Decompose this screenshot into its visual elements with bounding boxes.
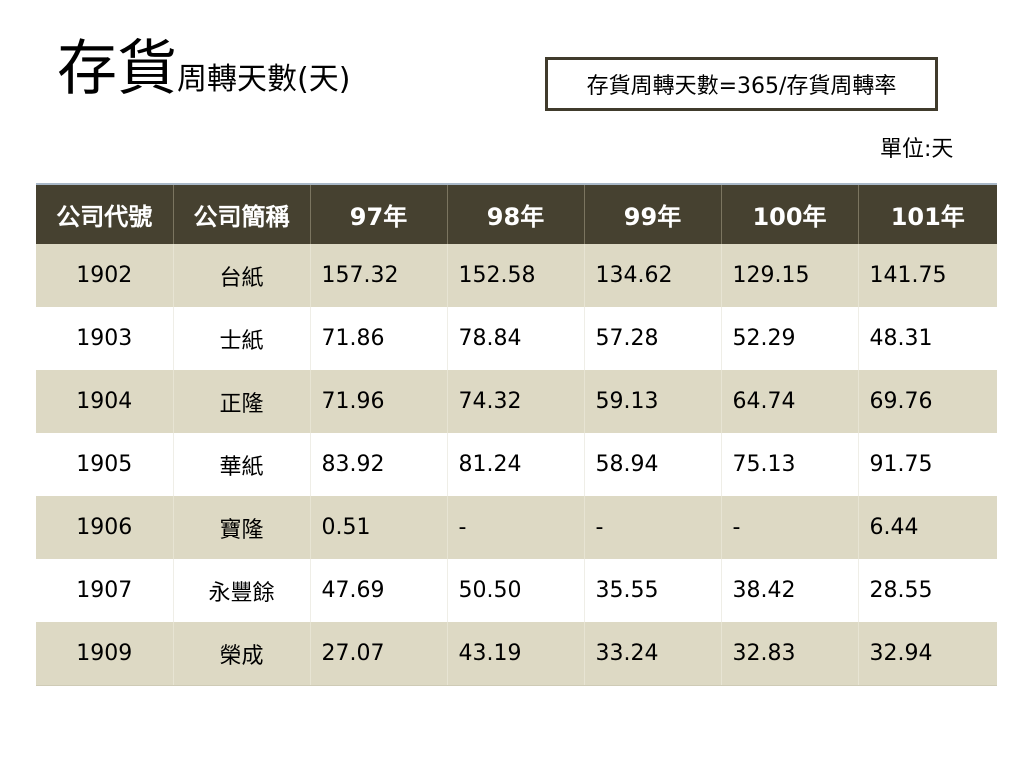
cell-year-99: 57.28 xyxy=(584,307,722,370)
cell-company-name: 士紙 xyxy=(173,307,311,370)
cell-year-98: 81.24 xyxy=(447,433,585,496)
cell-company-code: 1906 xyxy=(36,496,174,559)
header-year-99: 99年 xyxy=(584,183,722,244)
cell-year-99: 134.62 xyxy=(584,244,722,307)
cell-year-101: 141.75 xyxy=(858,244,997,307)
table-row: 1904 正隆 71.96 74.32 59.13 64.74 69.76 xyxy=(36,370,997,433)
cell-company-name: 台紙 xyxy=(173,244,311,307)
cell-year-98: 74.32 xyxy=(447,370,585,433)
cell-year-101: 48.31 xyxy=(858,307,997,370)
header-company-name: 公司簡稱 xyxy=(173,183,311,244)
header-year-97: 97年 xyxy=(310,183,448,244)
cell-year-99: 59.13 xyxy=(584,370,722,433)
cell-company-name: 華紙 xyxy=(173,433,311,496)
cell-year-101: 32.94 xyxy=(858,622,997,686)
cell-year-97: 47.69 xyxy=(310,559,448,622)
cell-year-100: 64.74 xyxy=(721,370,859,433)
cell-company-code: 1909 xyxy=(36,622,174,686)
cell-year-97: 83.92 xyxy=(310,433,448,496)
table-row: 1905 華紙 83.92 81.24 58.94 75.13 91.75 xyxy=(36,433,997,496)
table-row: 1903 士紙 71.86 78.84 57.28 52.29 48.31 xyxy=(36,307,997,370)
cell-year-101: 6.44 xyxy=(858,496,997,559)
cell-year-97: 71.86 xyxy=(310,307,448,370)
page-title: 存貨周轉天數(天) xyxy=(57,34,350,104)
cell-year-98: - xyxy=(447,496,585,559)
unit-label: 單位:天 xyxy=(880,137,954,162)
cell-year-100: 52.29 xyxy=(721,307,859,370)
header-year-98: 98年 xyxy=(447,183,585,244)
cell-company-code: 1904 xyxy=(36,370,174,433)
cell-company-name: 正隆 xyxy=(173,370,311,433)
table-row: 1906 寶隆 0.51- - -6.44 xyxy=(36,496,997,559)
cell-year-100: 38.42 xyxy=(721,559,859,622)
cell-year-97: 157.32 xyxy=(310,244,448,307)
cell-year-99: - xyxy=(584,496,722,559)
cell-year-100: - xyxy=(721,496,859,559)
cell-company-name: 榮成 xyxy=(173,622,311,686)
formula-text: 存貨周轉天數=365/存貨周轉率 xyxy=(586,74,897,99)
header-company-code: 公司代號 xyxy=(36,183,174,244)
header-year-101: 101年 xyxy=(858,183,997,244)
inventory-days-table: 公司代號 公司簡稱 97年 98年 99年 100年 101年 1902 台紙 15… xyxy=(36,183,997,686)
cell-company-code: 1907 xyxy=(36,559,174,622)
table-row: 1902 台紙 157.32 152.58 134.62 129.15 141.75 xyxy=(36,244,997,307)
cell-year-101: 28.55 xyxy=(858,559,997,622)
page-title-sub: 周轉天數(天) xyxy=(177,62,351,97)
cell-year-97: 71.96 xyxy=(310,370,448,433)
cell-year-99: 58.94 xyxy=(584,433,722,496)
table-header-row: 公司代號 公司簡稱 97年 98年 99年 100年 101年 xyxy=(36,183,997,244)
cell-year-100: 129.15 xyxy=(721,244,859,307)
cell-company-code: 1905 xyxy=(36,433,174,496)
cell-year-97: 0.51 xyxy=(310,496,448,559)
cell-year-97: 27.07 xyxy=(310,622,448,686)
header-year-100: 100年 xyxy=(721,183,859,244)
table-row: 1907 永豐餘 47.69 50.50 35.55 38.42 28.55 xyxy=(36,559,997,622)
cell-year-100: 75.13 xyxy=(721,433,859,496)
cell-year-98: 78.84 xyxy=(447,307,585,370)
cell-year-99: 33.24 xyxy=(584,622,722,686)
cell-year-98: 43.19 xyxy=(447,622,585,686)
cell-year-98: 152.58 xyxy=(447,244,585,307)
cell-year-101: 91.75 xyxy=(858,433,997,496)
cell-year-99: 35.55 xyxy=(584,559,722,622)
cell-year-101: 69.76 xyxy=(858,370,997,433)
cell-company-name: 永豐餘 xyxy=(173,559,311,622)
formula-box: 存貨周轉天數=365/存貨周轉率 xyxy=(545,57,938,111)
cell-company-code: 1902 xyxy=(36,244,174,307)
cell-company-code: 1903 xyxy=(36,307,174,370)
table-row: 1909 榮成 27.07 43.19 33.24 32.83 32.94 xyxy=(36,622,997,686)
cell-year-100: 32.83 xyxy=(721,622,859,686)
page-title-main: 存貨 xyxy=(57,34,177,104)
cell-year-98: 50.50 xyxy=(447,559,585,622)
cell-company-name: 寶隆 xyxy=(173,496,311,559)
